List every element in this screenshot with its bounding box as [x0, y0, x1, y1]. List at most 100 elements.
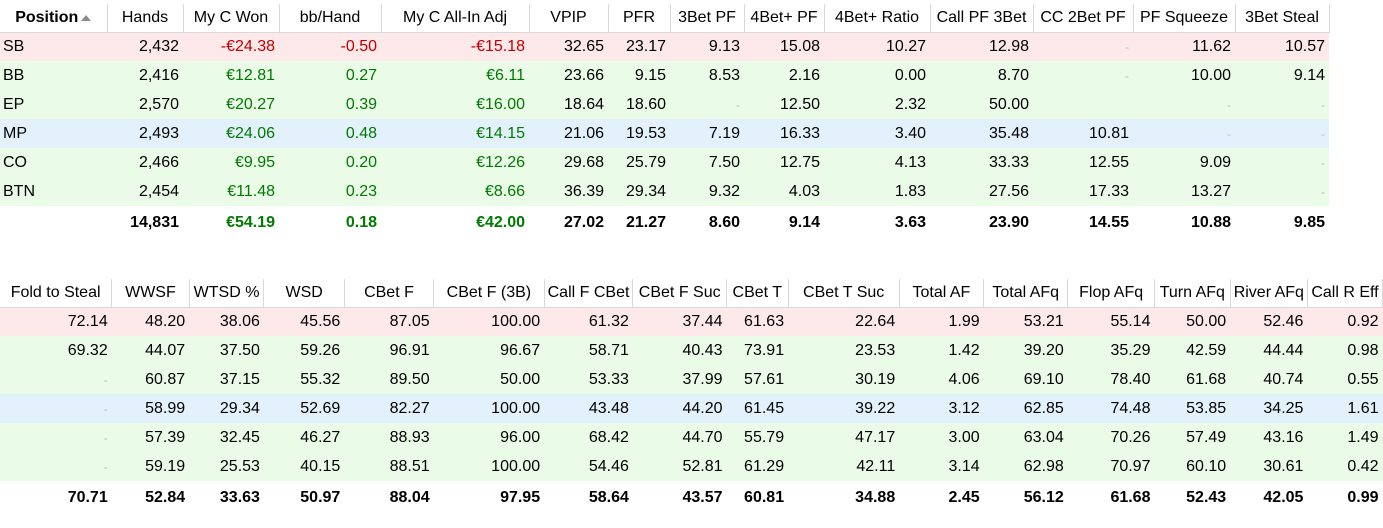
table-cell: 23.66 [529, 61, 608, 90]
table-cell: €24.06 [183, 119, 279, 148]
table-cell: - [0, 423, 112, 452]
table-cell: 59.26 [263, 336, 345, 365]
total-cell: 61.68 [1110, 489, 1151, 506]
table-cell: 11.62 [1133, 32, 1235, 61]
table-cell: 63.04 [983, 423, 1068, 452]
column-header-label: Fold to Steal [10, 283, 101, 301]
table-cell: 2.32 [824, 90, 930, 119]
column-header-pf-squeeze[interactable]: PF Squeeze [1133, 4, 1236, 33]
table-cell: 88.93 [344, 423, 434, 452]
table-cell: €12.26 [381, 148, 529, 177]
column-header-cbet-t[interactable]: CBet T [726, 279, 789, 308]
column-header-label: PFR [623, 8, 655, 26]
table-row[interactable]: -57.39 32.45 46.27 88.93 96.00 68.42 44.70 55.7… [0, 423, 1383, 452]
table-row[interactable]: SB 2,432 -€24.38 -0.50 -€15.18 32.65 23.17 9.13… [0, 32, 1329, 61]
table-cell: 25.53 [189, 452, 264, 481]
table-cell: 89.50 [344, 365, 434, 394]
column-header-vpip[interactable]: VPIP [529, 4, 609, 33]
column-header-flop-afq[interactable]: Flop AFq [1067, 279, 1155, 308]
table-cell: 2,466 [107, 148, 183, 177]
column-header-call-r-eff[interactable]: Call R Eff [1307, 279, 1383, 308]
table-cell: - [1235, 90, 1329, 119]
column-header-call-f-cbet[interactable]: Call F CBet [544, 279, 634, 308]
table-cell: 38.06 [189, 307, 264, 336]
column-header-label: WSD [285, 283, 323, 301]
table-cell: 47.17 [788, 423, 900, 452]
table-row[interactable]: 69.32 44.07 37.50 59.26 96.91 96.67 58.71 40.43… [0, 336, 1383, 365]
table-cell: €6.11 [381, 61, 529, 90]
column-header-3bet-steal[interactable]: 3Bet Steal [1235, 4, 1330, 33]
table-cell: 48.20 [111, 307, 190, 336]
table-cell: 96.67 [433, 336, 545, 365]
table-row[interactable]: BTN 2,454 €11.48 0.23 €8.66 36.39 29.34 9.32 4.0… [0, 177, 1329, 206]
table-row[interactable]: BB 2,416 €12.81 0.27 €6.11 23.66 9.15 8.53 2.16 0… [0, 61, 1329, 90]
table-cell: 57.61 [726, 365, 789, 394]
table-cell: - [1033, 61, 1133, 90]
column-header-hands[interactable]: Hands [107, 4, 184, 33]
column-header-4bet-pf[interactable]: 4Bet+ PF [744, 4, 825, 33]
table-row[interactable]: CO 2,466 €9.95 0.20 €12.26 29.68 25.79 7.50 12.7… [0, 148, 1329, 177]
column-header-label: My C All-In Adj [402, 8, 508, 26]
column-header-call-pf-3bet[interactable]: Call PF 3Bet [930, 4, 1034, 33]
column-header-total-af[interactable]: Total AF [899, 279, 985, 308]
table-cell: 2,493 [107, 119, 183, 148]
column-header-pfr[interactable]: PFR [608, 4, 671, 33]
table-cell: - [1235, 119, 1329, 148]
total-cell: 2.45 [948, 489, 980, 506]
total-cell [0, 206, 107, 240]
column-header-label: Total AFq [992, 283, 1060, 301]
table-cell: 9.15 [608, 61, 670, 90]
column-header-label: WWSF [125, 283, 176, 301]
table-cell: 34.25 [1230, 394, 1308, 423]
column-header-turn-afq[interactable]: Turn AFq [1154, 279, 1231, 308]
column-header-cbet-f-suc[interactable]: CBet F Suc [632, 279, 728, 308]
table-row[interactable]: -59.19 25.53 40.15 88.51 100.00 54.46 52.81 61.… [0, 452, 1383, 481]
column-header-bb-hand[interactable]: bb/Hand [279, 4, 382, 33]
table-cell: 0.00 [824, 61, 930, 90]
column-header-3bet-pf[interactable]: 3Bet PF [670, 4, 745, 33]
table-cell: 62.98 [983, 452, 1068, 481]
column-header-fold-to-steal[interactable]: Fold to Steal [0, 279, 113, 308]
table-row[interactable]: -58.99 29.34 52.69 82.27 100.00 43.48 44.20 61.… [0, 394, 1383, 423]
column-header-total-afq[interactable]: Total AFq [983, 279, 1069, 308]
table-cell: 13.27 [1133, 177, 1235, 206]
table-row[interactable]: -60.87 37.15 55.32 89.50 50.00 53.33 37.99 57.6… [0, 365, 1383, 394]
table-cell: - [0, 452, 112, 481]
column-header-wwsf[interactable]: WWSF [111, 279, 190, 308]
table-row[interactable]: MP 2,493 €24.06 0.48 €14.15 21.06 19.53 7.19 16.… [0, 119, 1329, 148]
table-cell: 46.27 [263, 423, 345, 452]
column-header-river-afq[interactable]: River AFq [1230, 279, 1308, 308]
table-cell: 2,416 [107, 61, 183, 90]
column-header-wtsd[interactable]: WTSD % [189, 279, 265, 308]
table-cell: BB [0, 61, 107, 90]
stats-table-postflop: Fold to Steal WWSF WTSD % WSD CBet F CBet F (… [0, 279, 1383, 515]
table-cell: 4.13 [824, 148, 930, 177]
table-cell: 8.70 [930, 61, 1033, 90]
column-header-position[interactable]: Position [0, 4, 108, 33]
table-cell: 0.98 [1307, 336, 1383, 365]
column-header-wsd[interactable]: WSD [263, 279, 345, 308]
column-header-label: Total AF [912, 283, 971, 301]
column-header-cbet-f[interactable]: CBet F [344, 279, 435, 308]
table-cell: 55.32 [263, 365, 345, 394]
column-header-cbet-f-3b[interactable]: CBet F (3B) [433, 279, 545, 308]
table-cell: 29.68 [529, 148, 608, 177]
table-cell: 3.12 [899, 394, 984, 423]
totals-row: 14,831 €54.19 0.18 €42.00 27.02 21.27 8.60 9.14… [0, 206, 1329, 240]
column-header-4bet-ratio[interactable]: 4Bet+ Ratio [824, 4, 931, 33]
total-cell: 88.04 [389, 489, 430, 506]
table-cell: 50.00 [433, 365, 545, 394]
table-row[interactable]: 72.14 48.20 38.06 45.56 87.05 100.00 61.32 37.4… [0, 307, 1383, 336]
table-cell: 74.48 [1067, 394, 1155, 423]
column-header-label: 3Bet PF [678, 8, 736, 26]
column-header-my-c-all-in-adj[interactable]: My C All-In Adj [381, 4, 530, 33]
table-cell: 3.40 [824, 119, 930, 148]
table-row[interactable]: EP 2,570 €20.27 0.39 €16.00 18.64 18.60-12.50 2… [0, 90, 1329, 119]
table-cell: 44.20 [632, 394, 727, 423]
column-header-cc-2bet-pf[interactable]: CC 2Bet PF [1033, 4, 1134, 33]
column-header-my-c-won[interactable]: My C Won [183, 4, 280, 33]
table-cell: 4.06 [899, 365, 984, 394]
column-header-cbet-t-suc[interactable]: CBet T Suc [788, 279, 900, 308]
table-cell: 37.15 [189, 365, 264, 394]
table-cell: - [670, 90, 744, 119]
